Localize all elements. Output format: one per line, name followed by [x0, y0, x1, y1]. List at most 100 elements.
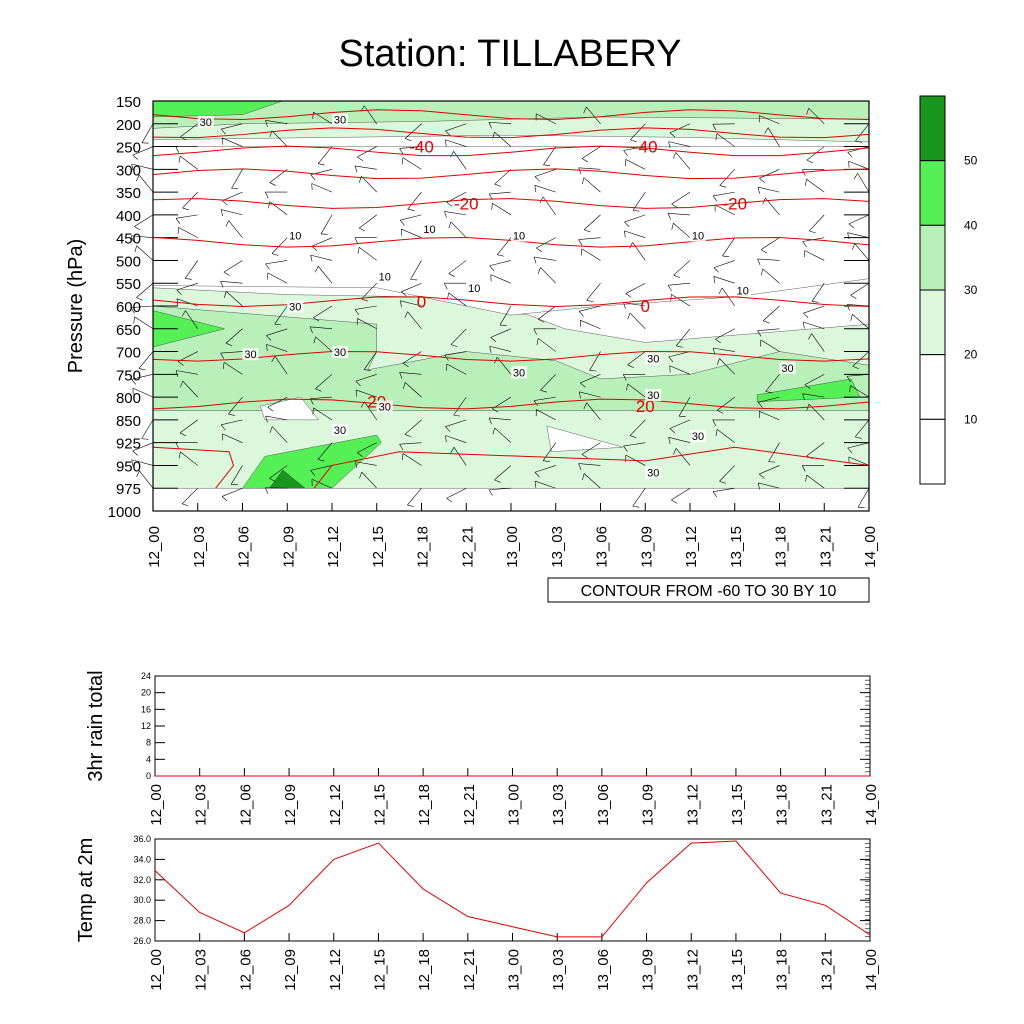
wind-barb: [271, 237, 288, 254]
rh-contour-label: 30: [244, 349, 256, 361]
wind-barb: [757, 186, 780, 193]
wind-barb-flag: [310, 470, 316, 476]
y-tick-label: 12: [141, 721, 151, 731]
colorbar-segment: [919, 160, 946, 226]
wind-barb: [583, 214, 601, 230]
x-tick-label: 12_15: [371, 949, 388, 991]
wind-barb: [809, 214, 825, 232]
wind-barb-flag: [848, 161, 850, 168]
wind-barb: [494, 427, 512, 443]
wind-barb: [445, 139, 467, 147]
wind-barb-flag: [584, 229, 591, 233]
wind-barb: [533, 396, 556, 401]
wind-barb: [578, 167, 601, 170]
wind-barb: [178, 351, 198, 362]
wind-barb: [490, 274, 512, 284]
wind-barb-flag: [632, 210, 640, 212]
wind-barb-flag: [850, 294, 857, 299]
wind-barb: [852, 314, 870, 330]
wind-barb: [131, 163, 154, 170]
wind-barb-flag: [404, 311, 408, 318]
wind-barb: [399, 442, 422, 445]
wind-barb: [579, 391, 601, 398]
wind-barb-flag: [401, 453, 404, 461]
rh-contour-label: 30: [647, 354, 659, 366]
wind-barb: [354, 165, 377, 170]
wind-barb: [668, 351, 691, 358]
wind-barb-flag: [847, 232, 850, 240]
wind-barb-flag: [764, 127, 769, 134]
wind-barb-flag: [354, 461, 358, 469]
wind-barb: [630, 123, 646, 141]
wind-barb-flag: [130, 307, 135, 314]
wind-barb-flag: [268, 201, 270, 209]
wind-barb: [230, 465, 243, 485]
wind-barb-flag: [803, 321, 805, 329]
wind-barb-flag: [539, 196, 544, 203]
wind-barb-flag: [632, 505, 640, 508]
wind-barb: [310, 326, 333, 330]
rh-contour-label: 10: [379, 272, 391, 284]
wind-barb-flag: [847, 447, 853, 454]
wind-barb-flag: [315, 266, 319, 273]
wind-barb-flag: [852, 365, 860, 370]
wind-barb: [857, 488, 870, 508]
wind-barb: [269, 465, 288, 479]
wind-barb-flag: [445, 435, 447, 443]
wind-barb-flag: [581, 177, 585, 185]
y-axis-label: Pressure (hPa): [65, 239, 87, 374]
wind-barb: [757, 328, 780, 331]
colorbar-label: 50: [964, 154, 978, 168]
wind-barb: [315, 374, 333, 389]
wind-barb-flag: [138, 368, 146, 371]
wind-barb: [138, 174, 154, 193]
wind-barb: [407, 191, 422, 210]
wind-barb: [444, 351, 467, 356]
pressure-tick-label: 650: [116, 322, 141, 339]
wind-barb: [671, 487, 691, 501]
y-axis-label: Temp at 2m: [75, 838, 97, 942]
wind-barb-flag: [309, 326, 313, 334]
wind-barb: [533, 256, 556, 261]
wind-barb-flag: [712, 124, 717, 131]
wind-barb-flag: [759, 339, 762, 347]
wind-barb-flag: [492, 427, 495, 435]
wind-barb-flag: [578, 311, 584, 317]
x-tick-label: 12_00: [148, 949, 165, 991]
wind-barb-flag: [757, 330, 762, 337]
x-tick-label: 12_21: [461, 784, 478, 826]
wind-barb: [678, 396, 691, 417]
wind-barb-flag: [446, 497, 453, 503]
wind-barb: [266, 344, 288, 352]
wind-barb: [715, 328, 735, 340]
wind-barb: [407, 311, 422, 329]
wind-barb-flag: [444, 211, 447, 218]
rh-core-near-surface: [242, 434, 382, 489]
wind-barb-flag: [354, 237, 359, 244]
wind-barb-flag: [310, 255, 313, 262]
time-tick-label: 12_09: [280, 526, 297, 568]
wind-barb: [265, 415, 288, 421]
wind-barb: [586, 283, 601, 301]
wind-barb-flag: [180, 380, 184, 388]
wind-barb-flag: [271, 253, 279, 256]
wind-barb: [713, 191, 735, 197]
temp2m-plot: 26.0 28.0 30.0 32.0 34.0 36.0 12_00 12_03 12_06 1…: [75, 834, 880, 991]
wind-barb: [265, 260, 288, 265]
x-tick-label: 12_15: [371, 784, 388, 826]
wind-barb-flag: [274, 323, 282, 326]
wind-barb: [134, 214, 154, 227]
pressure-tick-label: 600: [116, 299, 141, 316]
rh-contour-label: 30: [781, 363, 793, 375]
wind-barb: [361, 283, 377, 300]
wind-barb: [537, 305, 556, 320]
wind-barb-flag: [453, 414, 461, 417]
wind-barb-flag: [220, 281, 224, 288]
rh-contour-label: 10: [423, 224, 435, 236]
wind-barb-flag: [667, 284, 672, 292]
wind-barb-flag: [671, 203, 678, 208]
wind-barb: [536, 409, 556, 421]
wind-barb-flag: [354, 309, 360, 316]
wind-barb-flag: [130, 235, 134, 243]
time-tick-label: 13_06: [594, 526, 611, 568]
